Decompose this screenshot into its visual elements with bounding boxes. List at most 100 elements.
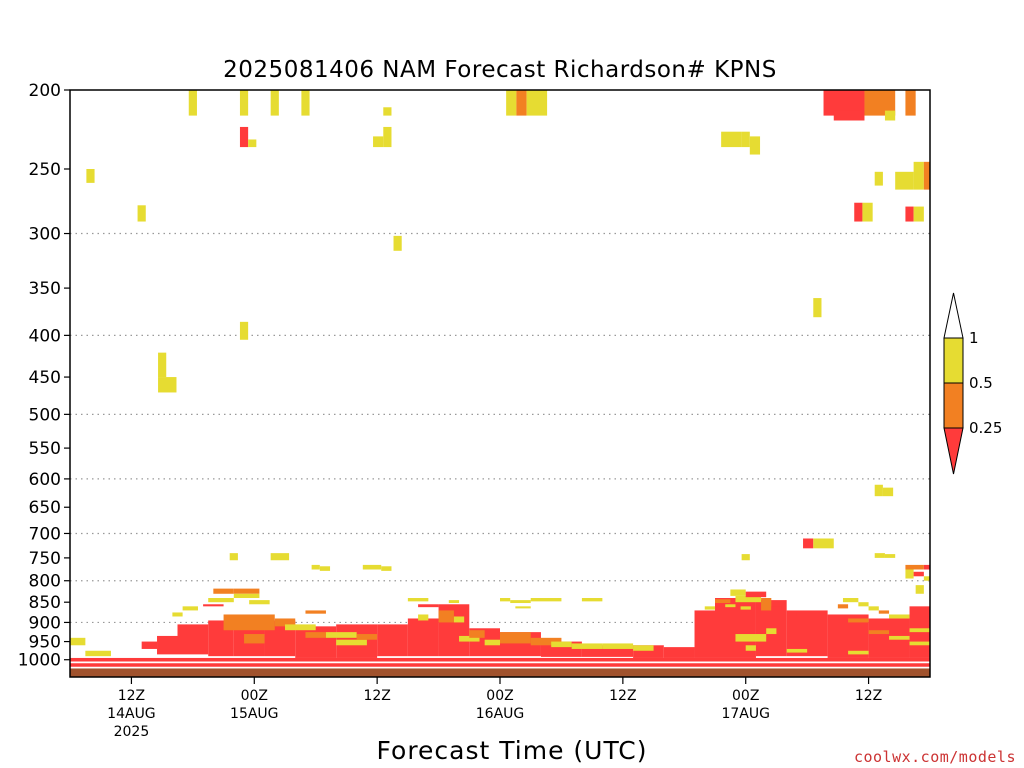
heatmap-cell [735,595,762,603]
heatmap-cell [602,643,634,649]
y-tick-label: 1000 [18,651,61,671]
heatmap-cell [305,610,326,614]
heatmap-cell [500,598,511,602]
heatmap-cell [158,352,167,378]
heatmap-cell [581,645,634,657]
heatmap-cell [383,126,392,148]
y-axis: 200 250 300 350 400 450 500 550 600 650 700 750 8008… [18,81,70,671]
heatmap-cell [882,487,894,497]
heatmap-cell [377,624,408,657]
heatmap-cell [270,553,290,561]
heatmap-cell [858,602,869,607]
heatmap-cell [633,645,654,651]
heatmap-cell [244,634,265,644]
legend-bin-below-0.25 [943,427,964,475]
x-tick-label: 14AUG [107,706,156,722]
legend-bin-above-1 [943,292,964,339]
heatmap-cell [515,606,531,609]
ground-fill [70,668,930,677]
heatmap-cell [909,641,930,646]
legend-level-label: 0.5 [969,374,993,392]
heatmap-cell [786,610,828,657]
heatmap-cell [868,630,890,635]
x-tick-label: 17AUG [721,706,770,722]
heatmap-cell [516,90,527,116]
heatmap-cell [484,639,500,646]
heatmap-cell [761,598,772,611]
heatmap-cell [86,168,95,183]
heatmap-cell [884,554,896,558]
heatmap-cell [157,635,178,655]
heatmap-cell [842,598,859,603]
heatmap-cell [730,589,746,596]
heatmap-cell [551,641,572,648]
colorbar-legend: 1 0.5 0.25 [943,292,1002,475]
heatmap-cell [239,126,249,148]
heatmap-cell [715,599,731,604]
y-tick-label: 900 [29,613,61,633]
y-tick-label: 350 [29,279,61,299]
heatmap-cell [270,90,279,116]
legend-bin-0.25-0.5 [943,382,964,429]
heatmap-cell [418,614,429,621]
heatmap-cell [915,585,924,594]
ground-layer [70,668,930,677]
heatmap-cell [239,90,249,116]
heatmap-cell [249,600,270,605]
heatmap-cell [905,569,914,579]
heatmap-cell [526,90,548,116]
x-tick-label: 00Z [732,688,759,704]
y-gridlines [70,232,930,624]
heatmap-cell [905,206,914,222]
y-tick-label: 800 [29,572,61,592]
heatmap-cell [373,136,384,148]
heatmap-cell [923,564,930,570]
x-tick-label: 00Z [241,688,268,704]
heatmap-cell [208,598,234,603]
heatmap-cell [749,136,761,155]
y-tick-label: 650 [29,498,61,518]
heatmap-cell [305,632,326,638]
heatmap-cell [895,171,914,190]
heatmap-cell [453,616,465,623]
heatmap-cell [913,206,924,222]
y-tick-label: 750 [29,549,61,569]
heatmap-cell [786,648,808,653]
heatmap-cell [70,657,930,662]
heatmap-cell [141,641,158,649]
heatmap-cell [239,321,249,340]
heatmap-cell [188,90,197,116]
legend-level-label: 1 [969,329,979,347]
heatmap-cell [889,614,910,619]
x-axis-label: Forecast Time (UTC) [377,736,648,765]
heatmap-cell [448,600,460,604]
heatmap-cell [418,604,439,608]
heatmap-cell [362,564,382,570]
heatmap-cell [862,202,873,222]
heatmap-cell [248,139,257,148]
x-tick-label: 12Z [609,688,636,704]
heatmap-cell [721,131,742,148]
heatmap-cell [741,131,750,148]
legend-level-label: 0.25 [969,419,1002,437]
heatmap-cell [813,298,822,318]
y-tick-label: 200 [29,81,61,101]
heatmap-cell [530,637,562,646]
heatmap-cell [745,591,767,598]
heatmap-cell [741,554,750,561]
heatmap-cell [771,606,782,611]
heatmap-cell [796,612,808,617]
heatmap-cell [285,624,316,631]
heatmap-cell [203,604,224,607]
heatmap-cell [137,205,146,222]
heatmap-cell [177,624,209,655]
y-tick-label: 600 [29,470,61,490]
heatmap-cell [510,600,531,604]
heatmap-cell [158,377,177,393]
heatmap-cell [325,632,357,638]
y-tick-label: 300 [29,225,61,245]
heatmap-cell [889,635,910,640]
heatmap-cell [70,663,930,667]
y-tick-label: 550 [29,439,61,459]
heatmap-cell [909,628,930,633]
